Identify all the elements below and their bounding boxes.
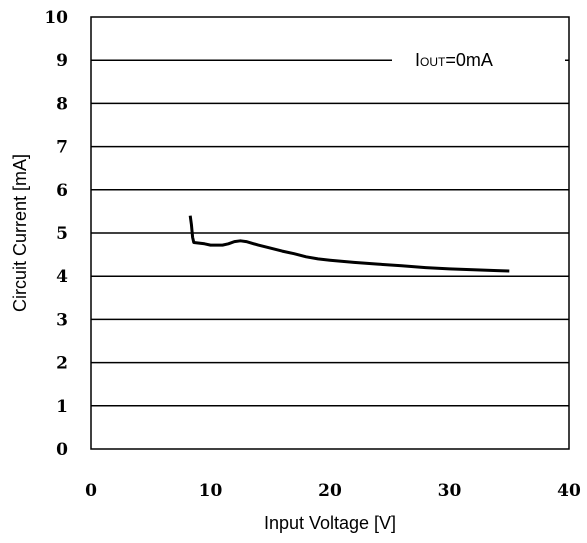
y-tick-label: 7 xyxy=(56,138,68,158)
x-tick-labels: 0 10 20 30 40 xyxy=(85,481,581,501)
y-axis-title: Circuit Current [mA] xyxy=(10,154,30,312)
y-tick-label: 10 xyxy=(44,8,68,28)
series-group xyxy=(188,215,510,273)
y-tick-label: 9 xyxy=(56,51,68,71)
x-tick-label: 30 xyxy=(438,481,462,501)
y-tick-label: 0 xyxy=(56,440,68,460)
annotation-label: IOUT=0mA xyxy=(415,50,493,70)
y-tick-labels: 0 1 2 3 4 5 6 7 8 9 10 xyxy=(44,8,68,460)
x-tick-label: 10 xyxy=(199,481,223,501)
x-tick-label: 20 xyxy=(318,481,342,501)
x-axis-title: Input Voltage [V] xyxy=(264,513,396,533)
x-tick-label: 0 xyxy=(85,481,97,501)
series-line-1 xyxy=(188,215,510,273)
y-tick-label: 5 xyxy=(56,224,68,244)
y-tick-label: 1 xyxy=(56,397,68,417)
x-tick-label: 40 xyxy=(557,481,581,501)
y-tick-label: 6 xyxy=(56,181,68,201)
annotation-box xyxy=(392,40,565,82)
y-tick-label: 4 xyxy=(56,267,68,287)
y-tick-label: 3 xyxy=(56,310,68,330)
y-tick-label: 2 xyxy=(56,354,68,374)
y-tick-label: 8 xyxy=(56,94,68,114)
